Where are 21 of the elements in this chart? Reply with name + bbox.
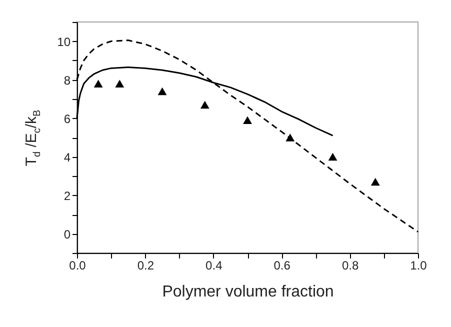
point (115, 80, 124, 88)
y-tick-label: 4 (64, 150, 71, 164)
y-tick-label: 10 (57, 34, 71, 49)
y-tick-label: 2 (64, 188, 71, 203)
x-tick-label: 0.2 (137, 258, 154, 272)
y-tick-label: 0 (64, 227, 71, 242)
point (200, 100, 210, 109)
x-axis-title: Polymer volume fraction (162, 284, 334, 300)
point (158, 87, 167, 96)
x-tick-label: 0.4 (206, 258, 223, 272)
y-tick-label: 8 (64, 73, 71, 88)
point (328, 152, 338, 161)
x-tick-label: 0.0 (69, 258, 86, 272)
point (286, 134, 295, 142)
x-tick-label: 1.0 (410, 258, 428, 272)
point (243, 116, 252, 124)
point (370, 178, 380, 186)
y-tick-label: 6 (64, 112, 71, 126)
x-tick-label: 0.8 (342, 258, 359, 272)
x-tick-label: 0.6 (274, 258, 291, 272)
point (94, 80, 103, 88)
